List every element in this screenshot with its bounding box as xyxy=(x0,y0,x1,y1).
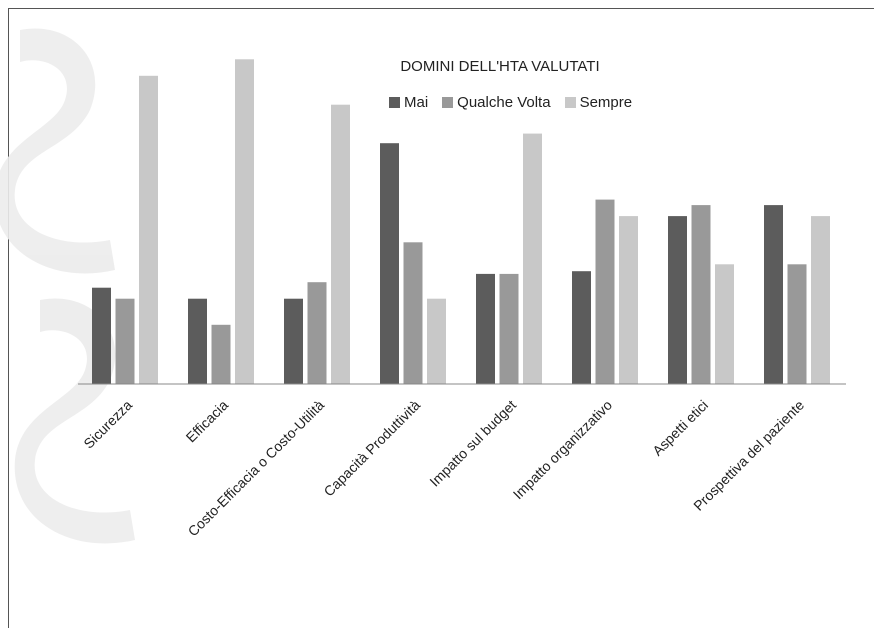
bar-mai-impatto-sul-budget xyxy=(476,273,495,384)
x-tick-label-sicurezza: Sicurezza xyxy=(80,397,135,452)
bar-mai-sicurezza xyxy=(92,287,111,384)
x-tick-label-impatto-organizzativo: Impatto organizzativo xyxy=(510,397,616,503)
bar-qualche-volta-impatto-organizzativo xyxy=(595,199,615,384)
legend-swatch-mai xyxy=(389,96,400,108)
bar-qualche-volta-efficacia xyxy=(211,324,231,384)
bar-qualche-volta-impatto-sul-budget xyxy=(499,273,519,384)
bar-qualche-volta-prospettiva-del-paziente xyxy=(787,264,807,384)
legend-swatch-qualche-volta xyxy=(442,96,454,108)
bar-qualche-volta-aspetti-etici xyxy=(691,205,711,384)
legend-label-qualche-volta: Qualche Volta xyxy=(457,93,551,111)
bar-sempre-prospettiva-del-paziente xyxy=(811,216,830,384)
legend-entry-sempre: Sempre xyxy=(564,93,633,111)
legend: Mai Qualche Volta Sempre xyxy=(389,92,632,112)
chart-title: DOMINI DELL'HTA VALUTATI xyxy=(400,58,600,75)
bar-sempre-efficacia xyxy=(235,59,254,385)
legend-label-sempre: Sempre xyxy=(579,93,633,111)
x-tick-label-capacita-produttivita: Capacità Produttività xyxy=(320,397,423,500)
bar-mai-aspetti-etici xyxy=(668,216,687,384)
bar-qualche-volta-sicurezza xyxy=(115,298,135,384)
bar-mai-efficacia xyxy=(188,298,207,384)
bar-sempre-costo-efficacia-o-costo-utilita xyxy=(331,104,350,384)
bars-group xyxy=(92,59,830,385)
x-tick-label-prospettiva-del-paziente: Prospettiva del paziente xyxy=(690,397,807,514)
bar-mai-impatto-organizzativo xyxy=(572,271,591,384)
bar-qualche-volta-capacita-produttivita xyxy=(403,242,423,384)
bar-sempre-sicurezza xyxy=(139,75,158,385)
bar-sempre-capacita-produttivita xyxy=(427,298,446,384)
x-tick-label-efficacia: Efficacia xyxy=(183,397,232,446)
legend-entry-mai: Mai xyxy=(389,94,428,111)
bar-sempre-impatto-sul-budget xyxy=(523,133,542,384)
legend-label-mai: Mai xyxy=(404,93,429,111)
bar-sempre-impatto-organizzativo xyxy=(619,216,638,384)
legend-entry-qualche-volta: Qualche Volta xyxy=(442,93,551,111)
x-tick-label-impatto-sul-budget: Impatto sul budget xyxy=(426,397,519,490)
bar-qualche-volta-costo-efficacia-o-costo-utilita xyxy=(307,282,327,384)
bar-mai-costo-efficacia-o-costo-utilita xyxy=(284,298,303,384)
bar-mai-capacita-produttivita xyxy=(380,143,399,384)
x-tick-label-aspetti-etici: Aspetti etici xyxy=(649,397,711,459)
legend-swatch-sempre xyxy=(564,96,576,108)
bar-sempre-aspetti-etici xyxy=(715,264,734,384)
bar-mai-prospettiva-del-paziente xyxy=(764,205,783,384)
